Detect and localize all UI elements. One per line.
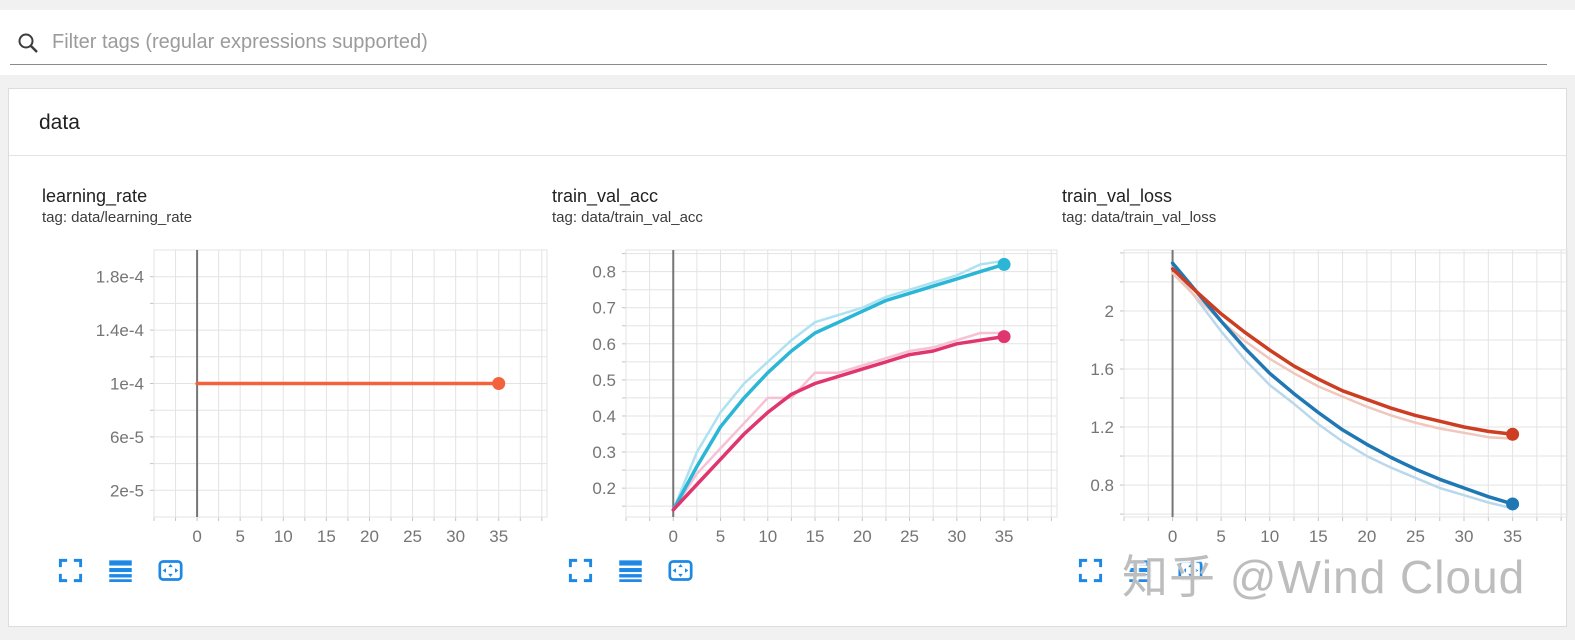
svg-text:1.8e-4: 1.8e-4 <box>96 268 144 287</box>
svg-text:0.3: 0.3 <box>592 443 616 462</box>
svg-text:10: 10 <box>758 527 777 546</box>
train-val-loss-plot[interactable]: 0 5 10 15 20 25 30 35 2 1.6 1.2 0.8 <box>1062 244 1572 549</box>
svg-text:0: 0 <box>669 527 678 546</box>
expand-chart-button[interactable] <box>1077 557 1104 584</box>
svg-text:25: 25 <box>403 527 422 546</box>
series-endpoint-blue-smoothed <box>1506 497 1520 511</box>
svg-text:35: 35 <box>489 527 508 546</box>
filter-toolbar <box>0 10 1575 75</box>
series-line-blue-smoothed <box>1170 261 1515 506</box>
svg-text:6e-5: 6e-5 <box>110 428 144 447</box>
series-endpoint-cyan-smoothed <box>997 257 1011 271</box>
chart-actions <box>567 557 1062 584</box>
data-section-card: data learning_rate tag: data/learning_ra… <box>8 88 1568 627</box>
svg-text:30: 30 <box>947 527 966 546</box>
svg-text:25: 25 <box>1406 527 1425 546</box>
fit-domain-button[interactable] <box>667 557 694 584</box>
svg-text:20: 20 <box>1357 527 1376 546</box>
grid <box>150 249 548 521</box>
svg-text:5: 5 <box>716 527 725 546</box>
svg-text:30: 30 <box>1455 527 1474 546</box>
chart-tag: tag: data/train_val_loss <box>1062 209 1217 226</box>
chart-train-val-acc: train_val_acc tag: data/train_val_acc 0 5… <box>552 184 1062 584</box>
svg-text:20: 20 <box>853 527 872 546</box>
svg-text:35: 35 <box>995 527 1014 546</box>
charts-row: learning_rate tag: data/learning_rate 0 5… <box>9 156 1568 584</box>
chart-tag: tag: data/learning_rate <box>42 209 193 226</box>
svg-text:0.6: 0.6 <box>592 335 616 354</box>
series-endpoint-learning-rate <box>492 377 506 390</box>
series-line-cyan-smoothed <box>671 262 1006 512</box>
svg-text:10: 10 <box>274 527 293 546</box>
series-line-red-smoothed <box>1170 267 1515 437</box>
filter-tags-input[interactable] <box>52 31 1519 54</box>
toggle-log-scale-button[interactable] <box>617 557 644 584</box>
svg-text:20: 20 <box>360 527 379 546</box>
series-line-pink-smoothed <box>671 334 1006 512</box>
svg-text:1.6: 1.6 <box>1090 360 1114 379</box>
series-line-cyan-raw <box>672 259 1006 512</box>
toggle-log-scale-button[interactable] <box>107 557 134 584</box>
chart-title: learning_rate <box>42 186 148 206</box>
series-line-blue-raw <box>1171 266 1514 510</box>
series-endpoint-pink-smoothed <box>997 330 1011 344</box>
grid <box>1120 249 1568 521</box>
chart-title: train_val_loss <box>1062 186 1173 206</box>
svg-text:15: 15 <box>1309 527 1328 546</box>
svg-text:15: 15 <box>806 527 825 546</box>
expand-chart-button[interactable] <box>57 557 84 584</box>
search-icon <box>16 31 40 55</box>
svg-text:0.2: 0.2 <box>592 479 616 498</box>
expand-chart-button[interactable] <box>567 557 594 584</box>
svg-text:0.7: 0.7 <box>592 299 616 318</box>
svg-text:0.5: 0.5 <box>592 371 616 390</box>
series-line-pink-raw <box>672 331 1006 512</box>
axis-tick-labels: 0 5 10 15 20 25 30 35 1.8e-4 1.4e-4 1e-4 6e-5 2e-5 <box>96 268 508 546</box>
svg-text:35: 35 <box>1503 527 1522 546</box>
axis-tick-labels: 0 5 10 15 20 25 30 35 0.8 0.7 0.6 0.5 0.4 0.3 0.2 <box>592 263 1013 546</box>
svg-text:0: 0 <box>1168 527 1177 546</box>
chart-title: train_val_acc <box>552 186 659 206</box>
chart-actions <box>57 557 552 584</box>
svg-text:5: 5 <box>1216 527 1225 546</box>
svg-text:5: 5 <box>235 527 244 546</box>
train-val-acc-plot[interactable]: 0 5 10 15 20 25 30 35 0.8 0.7 0.6 0.5 0.4 0.3 0.2 <box>552 244 1062 549</box>
svg-text:1.4e-4: 1.4e-4 <box>96 321 144 340</box>
learning-rate-plot[interactable]: 0 5 10 15 20 25 30 35 1.8e-4 1.4e-4 1e-4 6e-5 2e-5 <box>42 244 552 549</box>
chart-learning-rate: learning_rate tag: data/learning_rate 0 5… <box>42 184 552 584</box>
svg-text:30: 30 <box>446 527 465 546</box>
chart-tag: tag: data/train_val_acc <box>552 209 703 226</box>
svg-text:25: 25 <box>900 527 919 546</box>
svg-text:0: 0 <box>192 527 201 546</box>
svg-text:10: 10 <box>1260 527 1279 546</box>
section-title: data <box>39 111 80 134</box>
chart-actions <box>1077 557 1572 584</box>
svg-text:1.2: 1.2 <box>1090 418 1114 437</box>
grid <box>622 249 1058 521</box>
axis-tick-labels: 0 5 10 15 20 25 30 35 2 1.6 1.2 0.8 <box>1090 302 1522 546</box>
fit-domain-button[interactable] <box>1177 557 1204 584</box>
svg-text:0.8: 0.8 <box>592 263 616 282</box>
svg-text:15: 15 <box>317 527 336 546</box>
series-endpoint-red-smoothed <box>1506 427 1520 441</box>
svg-text:1e-4: 1e-4 <box>110 375 144 394</box>
svg-text:0.8: 0.8 <box>1090 476 1114 495</box>
svg-text:2e-5: 2e-5 <box>110 481 144 500</box>
filter-input-underline <box>10 64 1547 65</box>
toggle-log-scale-button[interactable] <box>1127 557 1154 584</box>
fit-domain-button[interactable] <box>157 557 184 584</box>
section-header-data[interactable]: data <box>9 89 1566 156</box>
svg-text:2: 2 <box>1105 302 1114 321</box>
svg-text:0.4: 0.4 <box>592 407 616 426</box>
chart-train-val-loss: train_val_loss tag: data/train_val_loss … <box>1062 184 1572 584</box>
